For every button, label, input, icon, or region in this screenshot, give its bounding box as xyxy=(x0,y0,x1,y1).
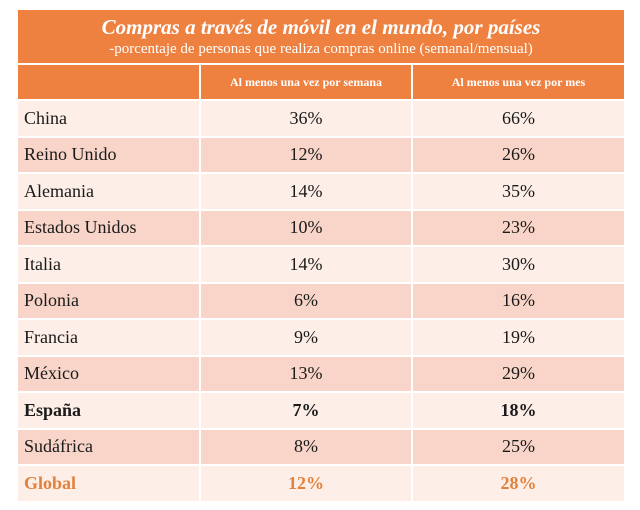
table-row: Estados Unidos 10% 23% xyxy=(18,208,624,246)
weekly-cell: 9% xyxy=(199,318,412,356)
country-cell: Reino Unido xyxy=(18,135,200,173)
country-cell: México xyxy=(18,354,200,392)
table-body: China 36% 66% Reino Unido 12% 26% Alemania 14% 3… xyxy=(18,99,624,501)
header-row: Al menos una vez por semana Al menos una… xyxy=(18,65,624,100)
monthly-cell: 16% xyxy=(411,281,624,319)
weekly-cell: 7% xyxy=(199,391,412,429)
country-cell: Alemania xyxy=(18,172,200,210)
monthly-cell: 35% xyxy=(411,172,624,210)
header-country xyxy=(18,65,200,100)
monthly-cell: 66% xyxy=(411,99,624,137)
country-cell: España xyxy=(18,391,200,429)
country-cell: Polonia xyxy=(18,281,200,319)
weekly-cell: 12% xyxy=(199,464,412,501)
monthly-cell: 18% xyxy=(411,391,624,429)
data-table: Al menos una vez por semana Al menos una… xyxy=(18,65,624,501)
weekly-cell: 13% xyxy=(199,354,412,392)
weekly-cell: 6% xyxy=(199,281,412,319)
header-weekly: Al menos una vez por semana xyxy=(199,65,412,100)
country-cell: Italia xyxy=(18,245,200,283)
weekly-cell: 36% xyxy=(199,99,412,137)
weekly-cell: 14% xyxy=(199,172,412,210)
country-cell: Estados Unidos xyxy=(18,208,200,246)
table-figure: Compras a través de móvil en el mundo, p… xyxy=(18,10,624,501)
weekly-cell: 12% xyxy=(199,135,412,173)
table-row: España 7% 18% xyxy=(18,391,624,429)
weekly-cell: 10% xyxy=(199,208,412,246)
monthly-cell: 30% xyxy=(411,245,624,283)
table-row: Reino Unido 12% 26% xyxy=(18,135,624,173)
header-monthly: Al menos una vez por mes xyxy=(411,65,624,100)
monthly-cell: 26% xyxy=(411,135,624,173)
weekly-cell: 14% xyxy=(199,245,412,283)
country-cell: Sudáfrica xyxy=(18,427,200,465)
table-row: Francia 9% 19% xyxy=(18,318,624,356)
chart-subtitle: -porcentaje de personas que realiza comp… xyxy=(109,41,533,57)
monthly-cell: 28% xyxy=(411,464,624,501)
table-row: Alemania 14% 35% xyxy=(18,172,624,210)
country-cell: Francia xyxy=(18,318,200,356)
monthly-cell: 29% xyxy=(411,354,624,392)
table-row: Italia 14% 30% xyxy=(18,245,624,283)
monthly-cell: 25% xyxy=(411,427,624,465)
monthly-cell: 19% xyxy=(411,318,624,356)
table-row: México 13% 29% xyxy=(18,354,624,392)
country-cell: Global xyxy=(18,464,200,501)
table-row: China 36% 66% xyxy=(18,99,624,137)
monthly-cell: 23% xyxy=(411,208,624,246)
country-cell: China xyxy=(18,99,200,137)
total-row: Global 12% 28% xyxy=(18,464,624,501)
table-row: Sudáfrica 8% 25% xyxy=(18,427,624,465)
table-row: Polonia 6% 16% xyxy=(18,281,624,319)
chart-title: Compras a través de móvil en el mundo, p… xyxy=(101,15,541,39)
title-banner: Compras a través de móvil en el mundo, p… xyxy=(18,10,624,63)
weekly-cell: 8% xyxy=(199,427,412,465)
